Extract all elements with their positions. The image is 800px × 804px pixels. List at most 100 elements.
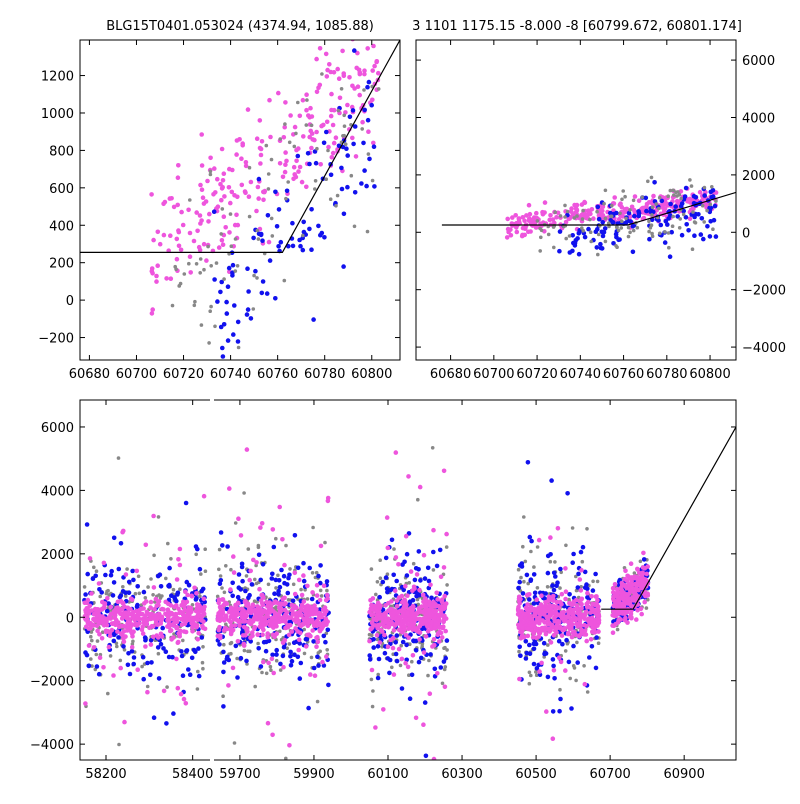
data-point [586,618,591,624]
data-point [567,592,572,597]
data-point [125,625,131,631]
data-point [529,549,533,554]
data-point [551,668,557,673]
data-point [217,547,222,552]
data-point [318,563,323,568]
data-point [629,575,635,580]
data-point [567,234,572,238]
data-point [545,585,550,589]
data-point [247,618,253,623]
data-point [227,486,232,491]
data-point [620,197,624,202]
data-point [636,211,642,216]
data-point [280,174,286,180]
data-point [374,592,378,597]
data-point [251,307,256,311]
data-point [382,632,387,638]
data-point [190,629,195,634]
data-point [278,661,283,667]
data-point [519,575,523,580]
data-point [558,687,562,692]
data-point [324,654,329,659]
data-point [614,587,620,592]
data-point [623,194,627,199]
data-point [336,76,342,81]
data-point [538,627,543,632]
data-point [122,648,127,652]
data-point [296,169,301,174]
data-point [368,606,374,611]
data-point [253,684,257,689]
data-point [84,522,90,527]
data-point [365,117,371,123]
data-point [208,172,213,177]
data-point [641,205,646,211]
data-point [270,652,275,658]
data-point [181,638,185,643]
data-point [552,676,557,681]
data-point [127,671,133,677]
data-point [131,661,136,667]
data-point [517,644,522,650]
data-point [297,113,303,119]
data-point [277,504,283,510]
data-point [393,651,399,657]
data-point [261,659,266,665]
data-point [90,638,94,643]
data-point [314,582,320,588]
data-point [318,543,324,549]
data-point [553,606,558,612]
data-point [262,188,268,194]
data-point [164,721,169,726]
data-point [702,193,707,198]
data-point [104,608,110,614]
data-point [364,183,369,189]
data-point [535,545,540,549]
data-point [126,590,132,595]
panel-top-left-points [149,40,381,359]
data-point [641,557,647,562]
data-point [402,559,407,565]
data-point [339,87,344,91]
data-point [188,198,192,202]
data-point [230,167,235,173]
data-point [322,235,327,240]
data-point [211,209,217,214]
data-point [531,641,537,647]
data-point [116,608,122,613]
data-point [213,324,217,329]
data-point [172,604,177,610]
data-point [592,630,597,635]
y-tick-label: 6000 [742,54,775,69]
data-point [580,559,585,564]
data-point [563,215,567,219]
data-point [413,626,419,631]
x-tick-label: 60700 [589,767,630,782]
data-point [548,213,553,218]
data-point [431,549,436,555]
data-point [367,638,372,644]
data-point [575,585,581,590]
data-point [392,547,396,551]
data-point [401,606,406,611]
data-point [620,219,624,223]
data-point [258,146,264,152]
data-point [570,526,575,530]
data-point [272,600,277,605]
data-point [539,593,544,598]
data-point [635,566,640,572]
data-point [243,160,249,165]
data-point [568,676,572,681]
data-point [282,595,287,601]
data-point [288,649,293,655]
data-point [371,616,377,622]
data-point [391,672,397,677]
data-point [438,574,444,580]
panel-bottom: 58200 58400 59700 59900 60100 60300 60500 60700… [30,399,737,782]
data-point [218,289,223,295]
data-point [534,608,539,614]
y-tick-label: −2000 [742,284,786,299]
data-point [178,281,183,286]
data-point [553,574,558,579]
data-point [347,114,353,120]
